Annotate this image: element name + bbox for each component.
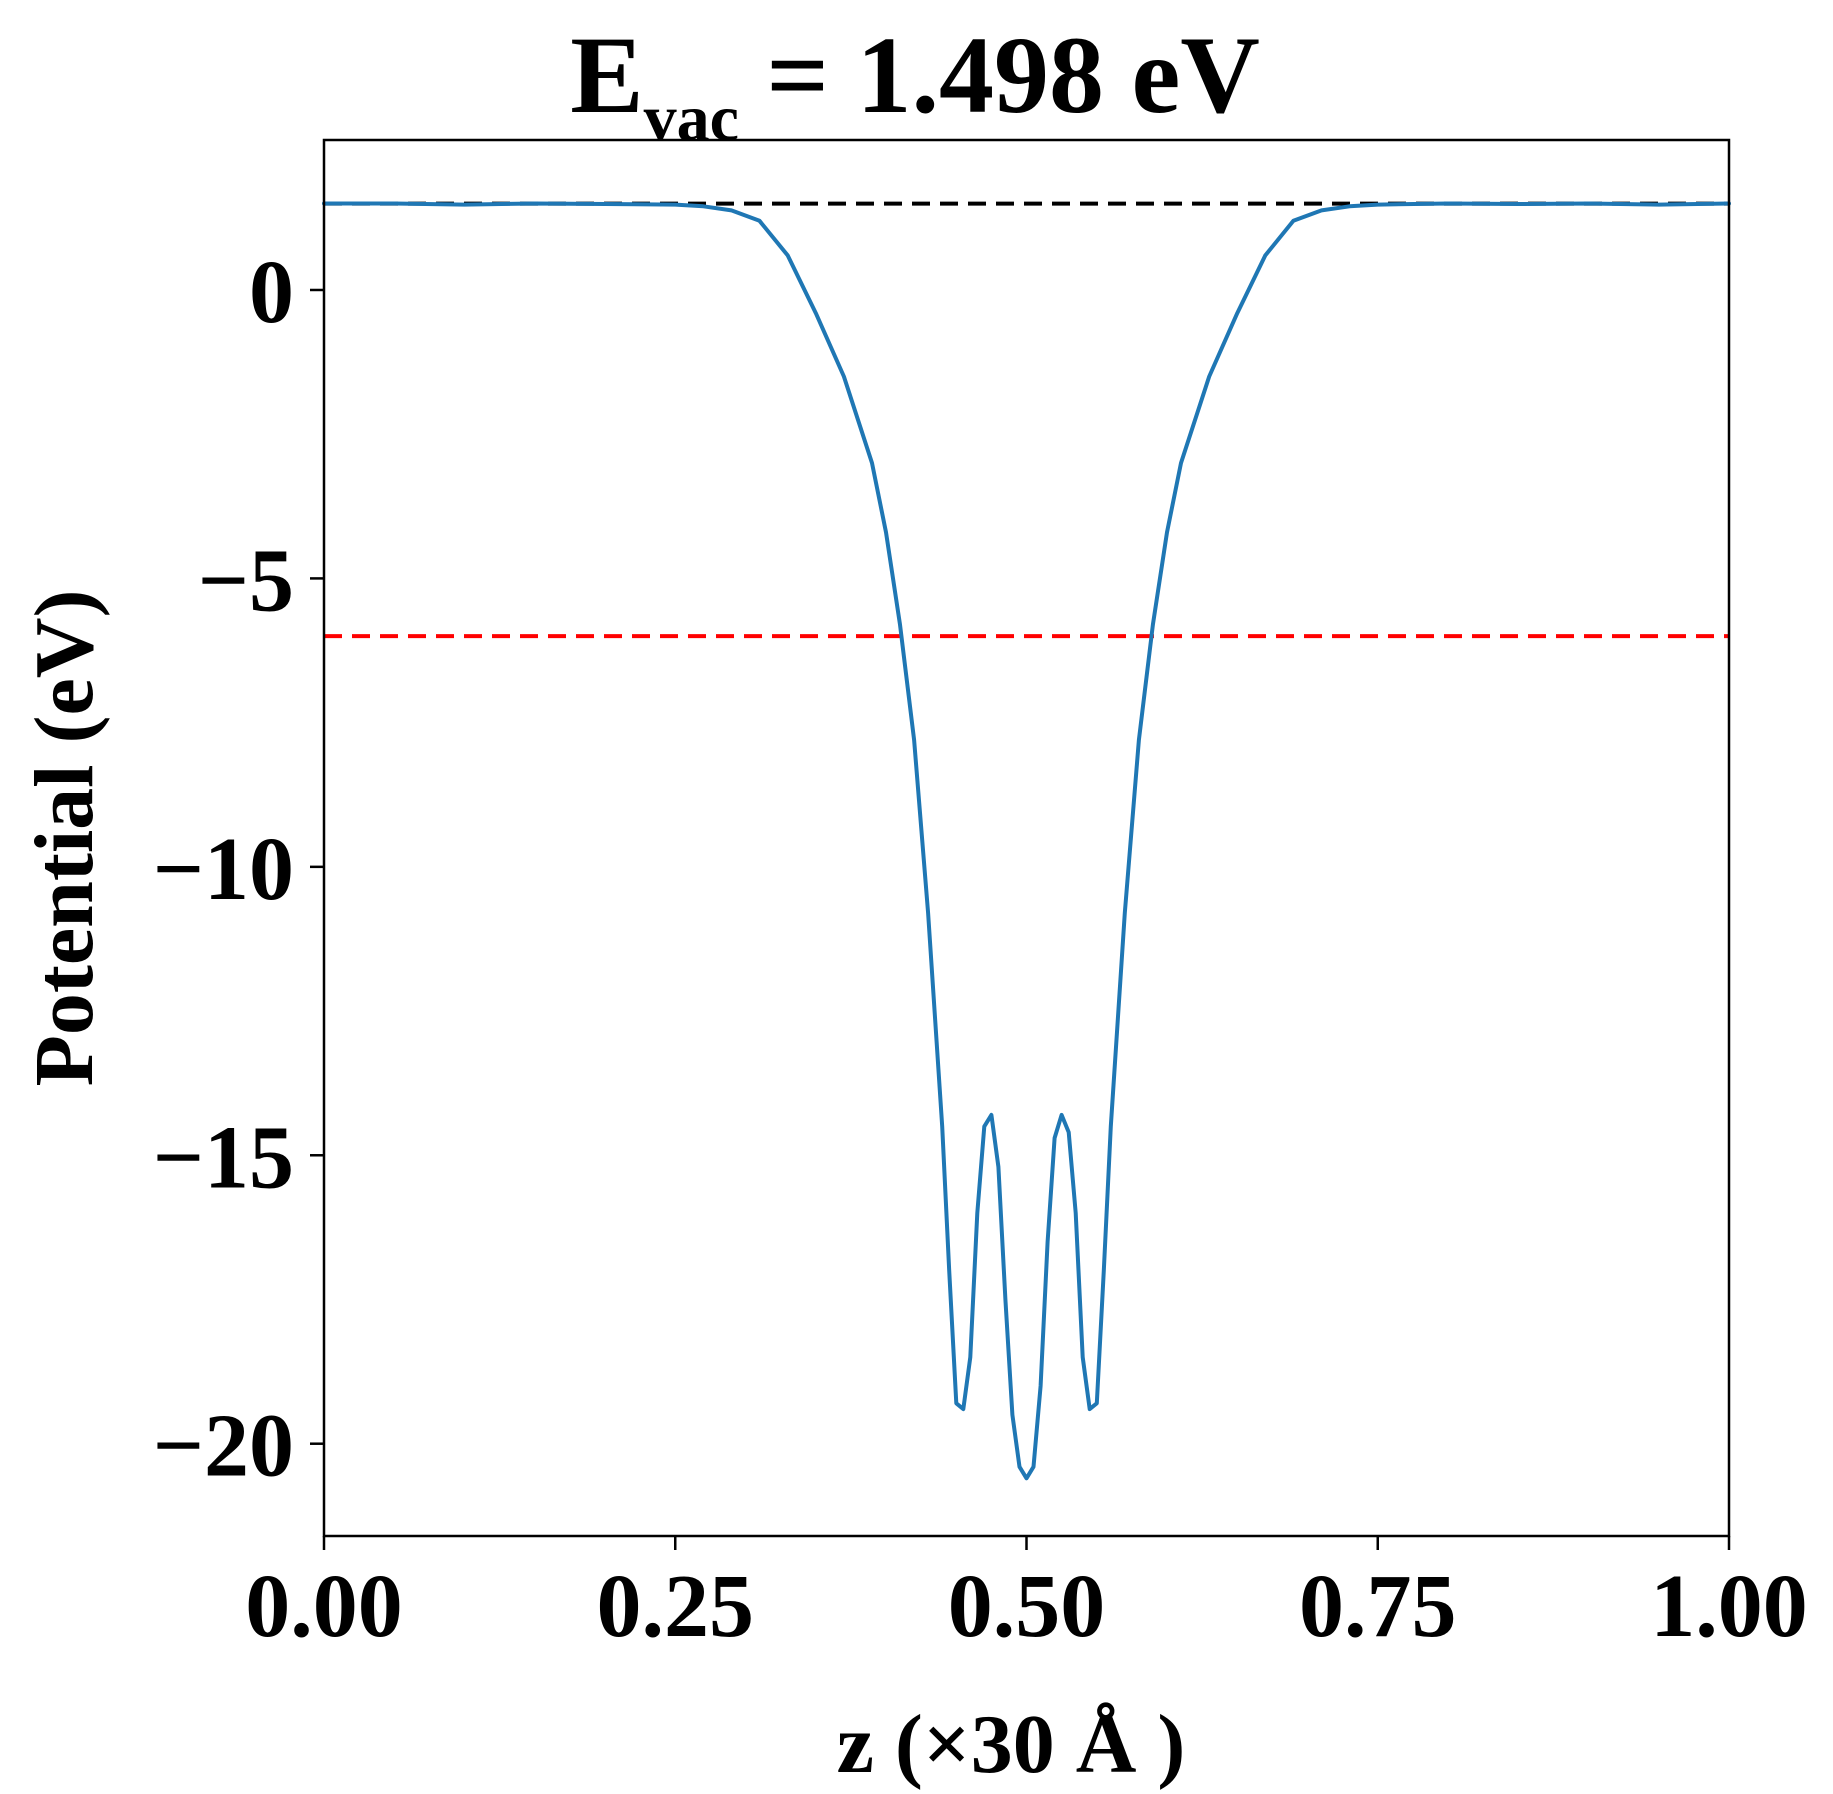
y-tick-label-1: −5	[198, 531, 294, 630]
plot-frame	[322, 138, 1731, 1538]
y-axis: 0 −5 −10 −15 −20	[153, 243, 324, 1496]
reference-lines	[324, 201, 1729, 639]
y-tick-label-0: 0	[249, 243, 294, 342]
title-rest: = 1.498 eV	[739, 14, 1260, 136]
x-axis-label: z (×30 Å )	[837, 1698, 1186, 1791]
x-axis: 0.00 0.25 0.50 0.75 1.00	[245, 1536, 1808, 1656]
x-tick-label-4: 1.00	[1650, 1557, 1808, 1656]
series-line-0	[322, 201, 1731, 1481]
x-tick-label-0: 0.00	[245, 1557, 403, 1656]
x-tick-label-1: 0.25	[597, 1557, 755, 1656]
title-main: E	[570, 14, 643, 136]
series-layer	[322, 201, 1731, 1481]
y-tick-label-2: −10	[153, 820, 294, 919]
title-subscript: vac	[644, 82, 739, 155]
y-axis-label: Potential (eV)	[18, 590, 111, 1087]
chart-title-text: Evac = 1.498 eV	[570, 14, 1260, 155]
x-tick-label-3: 0.75	[1299, 1557, 1457, 1656]
y-tick-label-3: −15	[153, 1108, 294, 1207]
chart-title: Evac = 1.498 eV	[570, 14, 1260, 155]
x-tick-label-2: 0.50	[948, 1557, 1106, 1656]
y-tick-label-4: −20	[153, 1397, 294, 1496]
